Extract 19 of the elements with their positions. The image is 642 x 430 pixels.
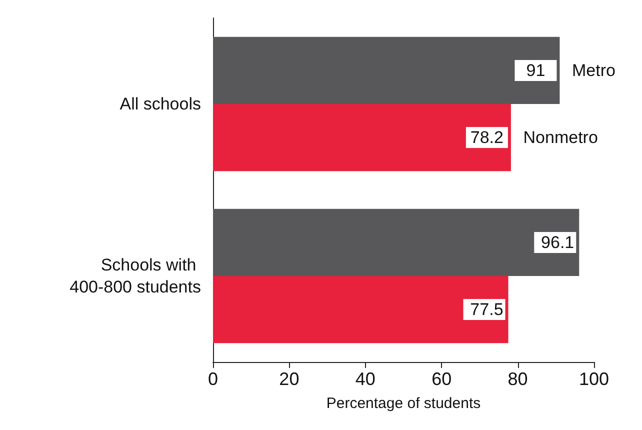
y-tick-label: Schools with 400-800 students: [70, 256, 201, 296]
data-label: 91: [526, 60, 546, 80]
x-tick-label: 80: [508, 369, 528, 389]
data-label: 78.2: [470, 128, 504, 148]
data-label: 96.1: [541, 232, 574, 252]
bar: [213, 208, 580, 276]
x-tick-label: 0: [208, 369, 218, 389]
y-tick-label: All schools: [120, 94, 201, 114]
bar: [213, 276, 508, 344]
x-tick-label: 40: [355, 369, 376, 389]
x-axis-title: Percentage of students: [326, 395, 481, 412]
x-tick-label: 60: [432, 369, 452, 389]
bar: [213, 104, 511, 172]
series-label: Nonmetro: [523, 128, 598, 148]
x-tick-label: 20: [279, 369, 300, 389]
series-label: Metro: [572, 60, 616, 80]
data-label: 77.5: [470, 300, 504, 320]
x-tick-label: 100: [578, 369, 610, 389]
bar: [213, 36, 560, 104]
